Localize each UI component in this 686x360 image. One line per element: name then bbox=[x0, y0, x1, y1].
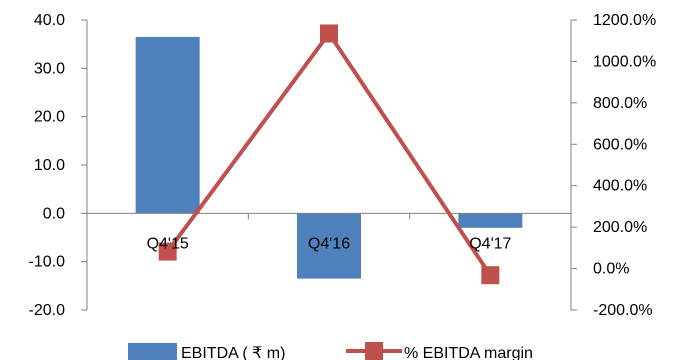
right-tick-label: 600.0% bbox=[593, 136, 647, 153]
right-tick-label: 800.0% bbox=[593, 95, 647, 112]
right-tick-label: 200.0% bbox=[593, 219, 647, 236]
margin-marker bbox=[481, 266, 500, 285]
category-label: Q4'16 bbox=[308, 235, 350, 252]
margin-marker bbox=[320, 24, 338, 43]
line-series bbox=[158, 24, 500, 285]
category-labels: Q4'15 Q4'16 Q4'17 bbox=[147, 235, 512, 252]
legend-line-label: % EBITDA margin bbox=[404, 345, 533, 360]
right-tick-label: -200.0% bbox=[593, 302, 653, 319]
left-y-axis: -20.0 -10.0 0.0 10.0 20.0 30.0 40.0 bbox=[29, 12, 88, 319]
margin-marker bbox=[158, 242, 177, 261]
right-tick-label: 1200.0% bbox=[593, 12, 656, 29]
zero-axis bbox=[86, 212, 572, 220]
left-tick-label: -20.0 bbox=[29, 302, 66, 319]
bar-series bbox=[135, 36, 523, 279]
bar bbox=[297, 213, 361, 279]
right-tick-label: 400.0% bbox=[593, 178, 647, 195]
left-tick-label: 10.0 bbox=[34, 157, 65, 174]
right-tick-label: 0.0% bbox=[593, 261, 629, 278]
legend-line-marker bbox=[365, 342, 383, 360]
bar bbox=[458, 213, 523, 228]
right-tick-label: 1000.0% bbox=[593, 53, 656, 70]
left-tick-label: 40.0 bbox=[34, 12, 65, 29]
bar bbox=[135, 36, 200, 214]
left-tick-label: -10.0 bbox=[29, 254, 66, 271]
right-y-axis: -200.0% 0.0% 200.0% 400.0% 600.0% 800.0% 1000.… bbox=[570, 12, 656, 319]
legend-bar-label: EBITDA ( ₹ m) bbox=[181, 345, 285, 360]
legend: EBITDA ( ₹ m) % EBITDA margin bbox=[128, 342, 533, 360]
left-tick-label: 30.0 bbox=[34, 60, 65, 77]
left-tick-label: 20.0 bbox=[34, 109, 65, 126]
left-tick-label: 0.0 bbox=[43, 205, 65, 222]
category-label: Q4'15 bbox=[147, 235, 189, 252]
category-label: Q4'17 bbox=[469, 235, 511, 252]
legend-bar-swatch bbox=[128, 343, 177, 360]
